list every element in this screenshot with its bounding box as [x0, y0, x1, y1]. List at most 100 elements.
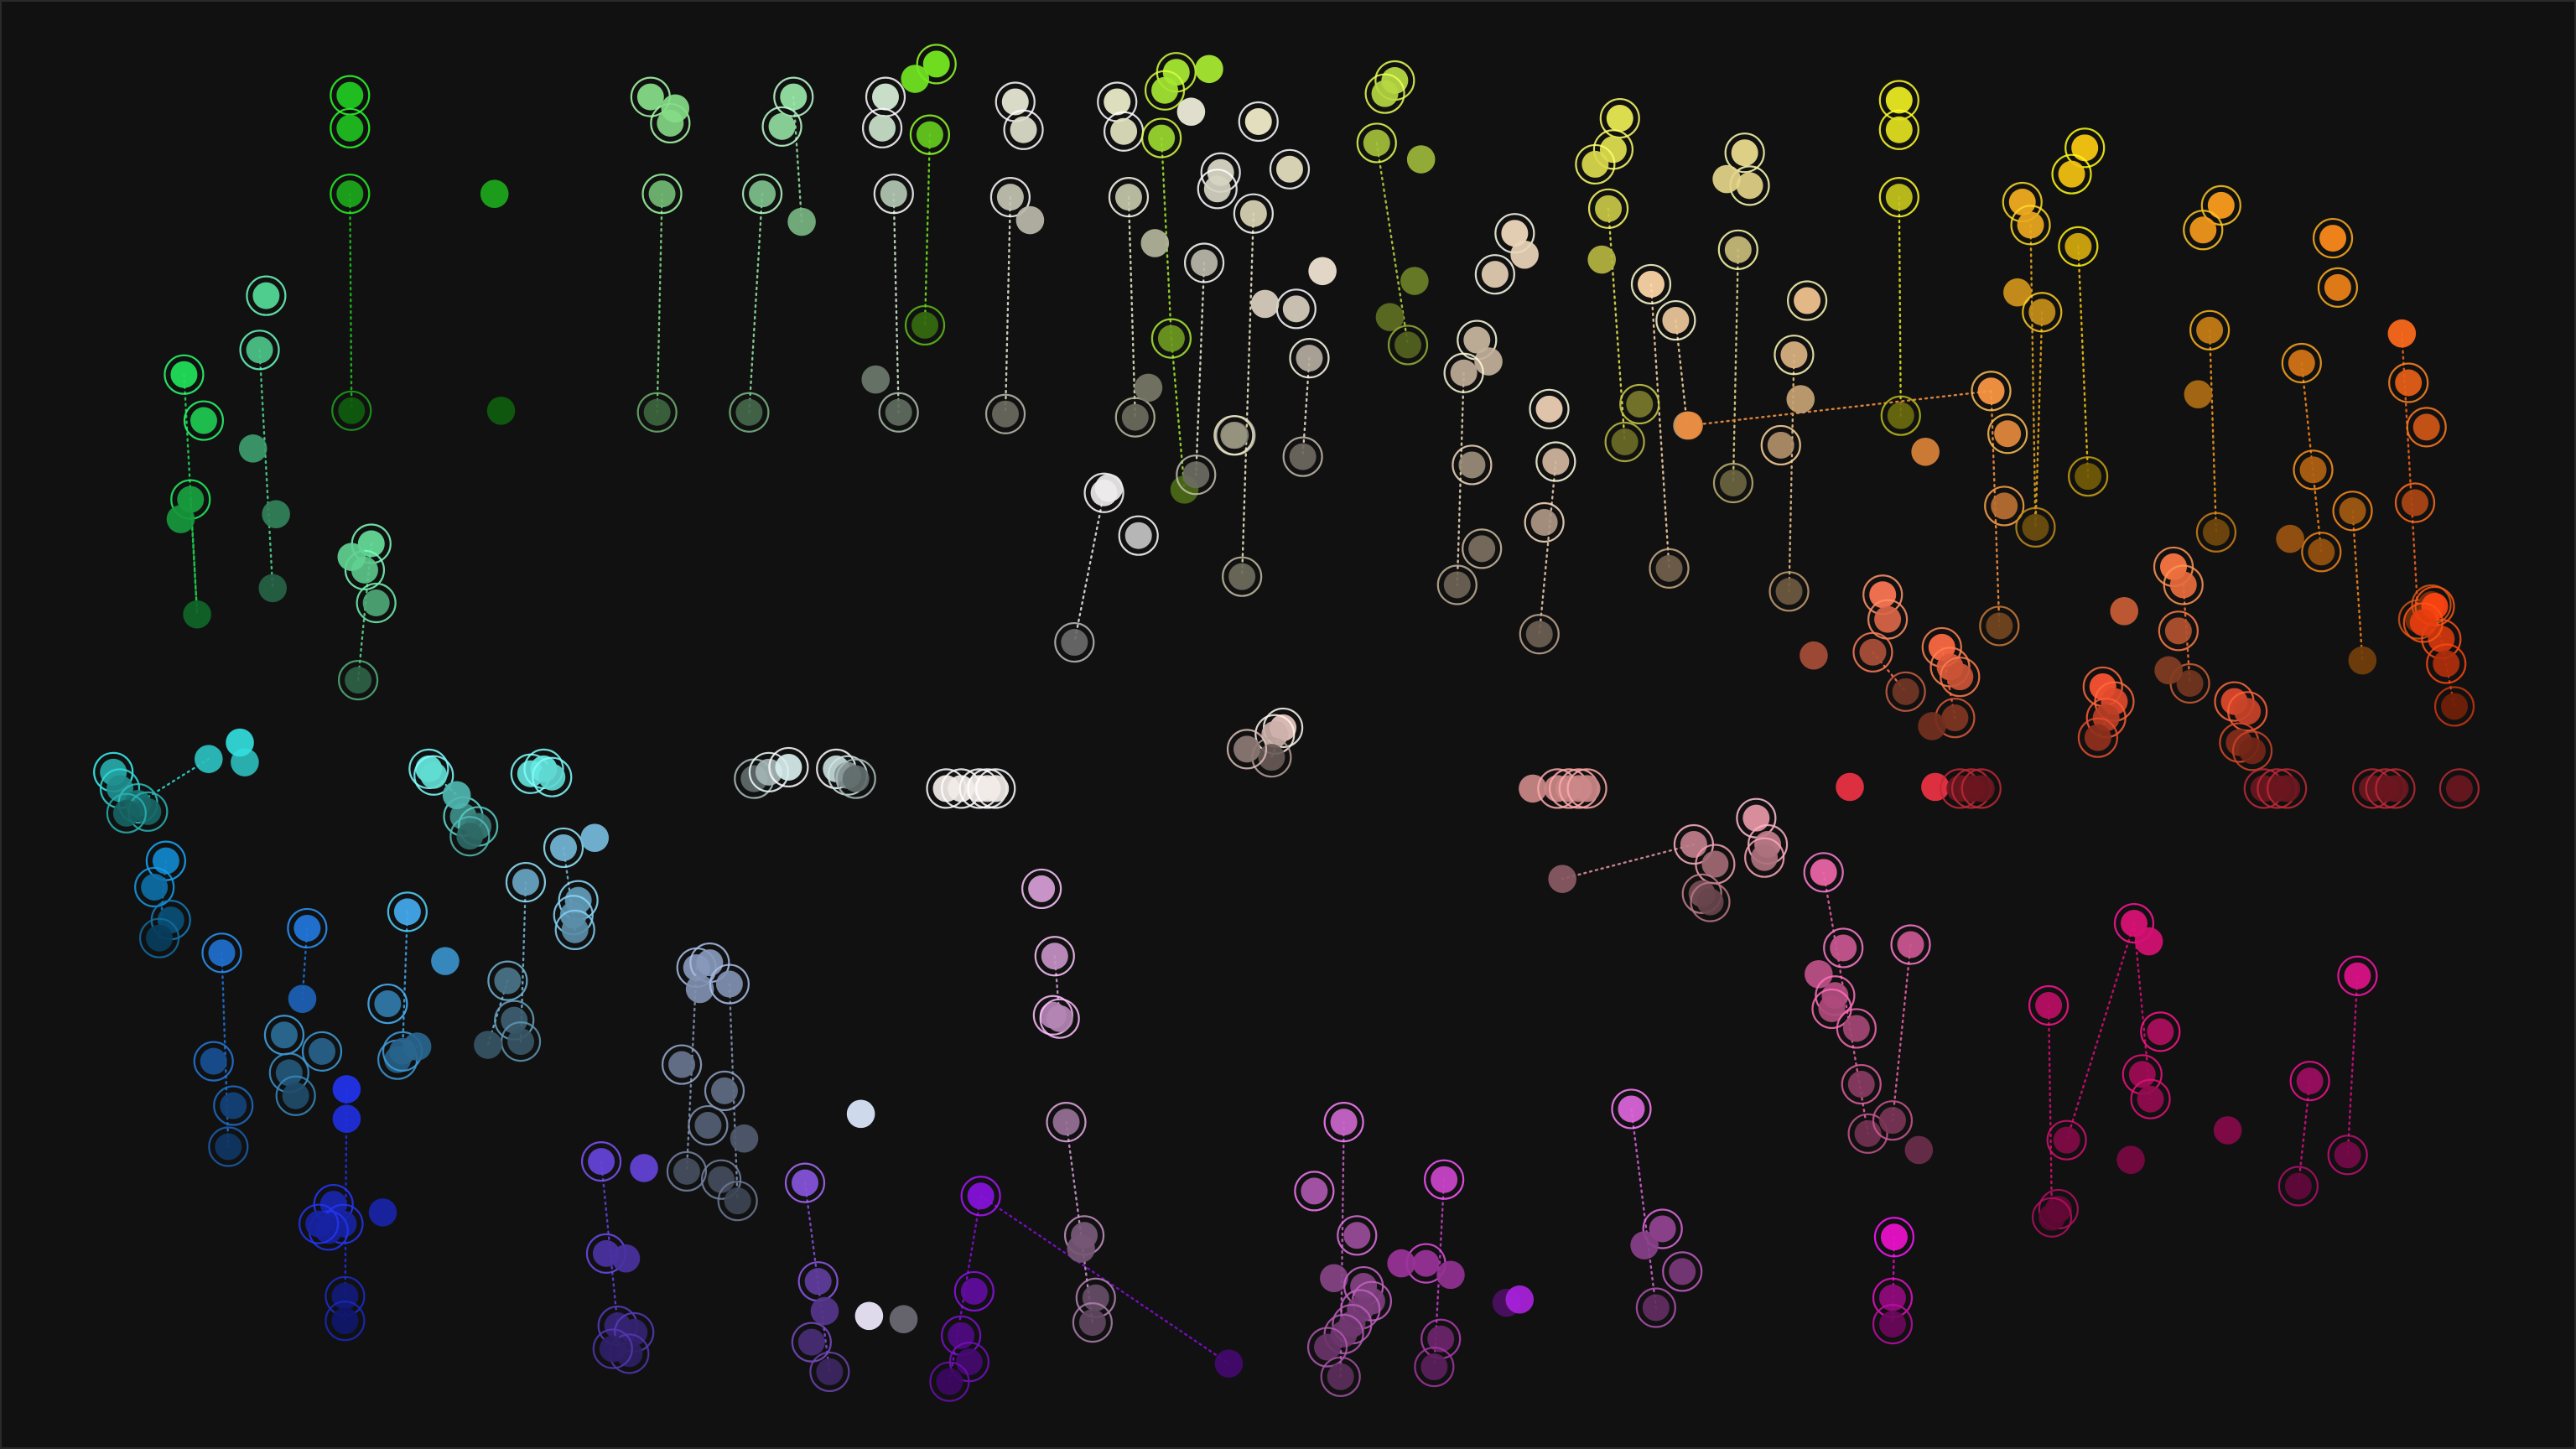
data-point-0-0[interactable]: [164, 354, 205, 395]
data-point-42-3[interactable]: [138, 917, 180, 958]
data-point-5-4[interactable]: [729, 392, 770, 433]
data-point-22-1[interactable]: [1878, 109, 1919, 150]
data-point-2-5[interactable]: [486, 396, 516, 425]
data-point-43-5[interactable]: [288, 984, 317, 1013]
data-point-25-3[interactable]: [2068, 456, 2109, 497]
data-point-41-4[interactable]: [106, 792, 147, 834]
data-point-34-4[interactable]: [1961, 768, 2002, 809]
data-point-26-3[interactable]: [2184, 380, 2213, 409]
data-point-6-3[interactable]: [878, 392, 919, 433]
data-point-5-1[interactable]: [761, 106, 802, 147]
data-point-52-1[interactable]: [953, 1270, 995, 1312]
data-point-20-3[interactable]: [1717, 229, 1758, 270]
data-point-44-5[interactable]: [367, 983, 408, 1025]
data-point-14-1[interactable]: [1094, 474, 1124, 502]
data-point-18-0[interactable]: [1599, 97, 1640, 139]
data-point-43-1[interactable]: [193, 1041, 234, 1082]
data-point-56-1[interactable]: [1505, 1285, 1535, 1314]
data-point-1-4[interactable]: [258, 574, 288, 603]
data-point-38-4[interactable]: [975, 768, 1016, 809]
data-point-61-2[interactable]: [2327, 1135, 2368, 1176]
data-point-5-2[interactable]: [741, 174, 783, 215]
data-point-44-4[interactable]: [387, 891, 428, 932]
data-point-36-1[interactable]: [1695, 844, 1736, 885]
data-point-7-2[interactable]: [909, 114, 950, 155]
data-point-12-0[interactable]: [1238, 101, 1279, 143]
data-point-46-8[interactable]: [368, 1198, 397, 1227]
data-point-1-1[interactable]: [239, 330, 280, 371]
data-point-41-7[interactable]: [226, 728, 254, 757]
data-point-7-3[interactable]: [904, 304, 946, 346]
data-point-42-1[interactable]: [134, 866, 175, 908]
data-point-27-7[interactable]: [2348, 646, 2377, 675]
data-point-52-0[interactable]: [960, 1176, 1001, 1217]
data-point-60-6[interactable]: [2140, 1011, 2181, 1052]
data-point-60-10[interactable]: [2213, 1116, 2242, 1145]
data-point-10-4[interactable]: [1150, 318, 1192, 359]
data-point-22-2[interactable]: [1878, 177, 1919, 218]
data-point-9-5[interactable]: [1134, 373, 1163, 402]
data-point-60-3[interactable]: [2031, 1197, 2073, 1238]
data-point-5-3[interactable]: [787, 207, 816, 236]
data-point-25-1[interactable]: [2051, 153, 2092, 195]
data-point-2-1[interactable]: [330, 107, 371, 148]
data-point-45-1[interactable]: [487, 960, 528, 1001]
data-point-17-3[interactable]: [1519, 614, 1560, 655]
data-point-13-0[interactable]: [1308, 257, 1337, 286]
data-point-30-3[interactable]: [1885, 671, 1926, 712]
data-point-46-1[interactable]: [332, 1104, 361, 1134]
data-point-57-2[interactable]: [1630, 1231, 1659, 1259]
data-point-45-4[interactable]: [543, 827, 584, 869]
data-point-36-3[interactable]: [1690, 881, 1731, 922]
data-point-9-1[interactable]: [1103, 111, 1145, 152]
data-point-55-4[interactable]: [1420, 1318, 1462, 1359]
data-point-57-0[interactable]: [1611, 1088, 1652, 1130]
data-point-22-3[interactable]: [1880, 395, 1921, 436]
data-point-14-2[interactable]: [1118, 515, 1159, 556]
data-point-10-3[interactable]: [1141, 117, 1182, 158]
data-point-0-4[interactable]: [183, 600, 211, 629]
data-point-35-4[interactable]: [1566, 768, 1607, 809]
data-point-47-4[interactable]: [661, 1044, 703, 1085]
data-point-58-2[interactable]: [1805, 959, 1833, 989]
data-point-50-0[interactable]: [784, 1162, 826, 1203]
data-point-58-5[interactable]: [1836, 1008, 1877, 1049]
data-point-27-1[interactable]: [2317, 267, 2359, 308]
data-point-55-0[interactable]: [1424, 1159, 1465, 1200]
data-point-24-3[interactable]: [2022, 292, 2063, 333]
data-point-24-2[interactable]: [2003, 278, 2032, 307]
data-point-14-3[interactable]: [1054, 621, 1095, 663]
data-point-11-2[interactable]: [1197, 169, 1238, 210]
data-point-50-1[interactable]: [797, 1261, 839, 1302]
data-point-39-5[interactable]: [835, 758, 876, 799]
data-point-26-4[interactable]: [2195, 512, 2237, 553]
data-point-15-2[interactable]: [1356, 122, 1397, 164]
data-point-40-8[interactable]: [442, 781, 471, 810]
data-point-24-4[interactable]: [2015, 506, 2056, 548]
data-point-23-4[interactable]: [1911, 437, 1940, 466]
data-point-40-2[interactable]: [532, 756, 573, 797]
data-point-21-3[interactable]: [1760, 424, 1801, 466]
data-point-55-2[interactable]: [1436, 1260, 1465, 1290]
data-point-7-0[interactable]: [916, 44, 957, 85]
data-point-16-2[interactable]: [1474, 254, 1515, 295]
data-point-23-3[interactable]: [1979, 605, 2020, 647]
data-point-28-3[interactable]: [2394, 482, 2436, 523]
data-point-0-1[interactable]: [183, 400, 225, 441]
data-point-49-3[interactable]: [611, 1244, 641, 1273]
data-point-2-4[interactable]: [480, 179, 509, 208]
data-point-59-2[interactable]: [1872, 1304, 1914, 1345]
data-point-3-4[interactable]: [337, 543, 366, 571]
data-point-16-7[interactable]: [1462, 528, 1503, 569]
data-point-11-4[interactable]: [1176, 454, 1217, 496]
data-point-32-2[interactable]: [2158, 610, 2199, 652]
data-point-49-7[interactable]: [592, 1328, 633, 1369]
data-point-1-3[interactable]: [262, 500, 290, 529]
data-point-6-2[interactable]: [873, 174, 914, 215]
data-point-4-4[interactable]: [636, 392, 678, 433]
data-point-39-2[interactable]: [768, 746, 809, 788]
data-point-5-0[interactable]: [773, 76, 814, 117]
data-point-27-3[interactable]: [2293, 449, 2334, 491]
data-point-47-9[interactable]: [717, 1181, 758, 1222]
data-point-45-5[interactable]: [580, 823, 610, 852]
